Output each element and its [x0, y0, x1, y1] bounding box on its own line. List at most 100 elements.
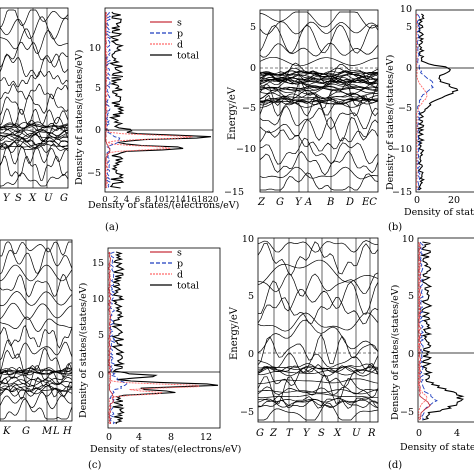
band-line [0, 379, 73, 386]
dos-curves-d [417, 241, 474, 421]
dos-curves-c [108, 251, 220, 425]
dos-a-xticks: 0 2 4 6 8 10 12 14 16 18 20 [102, 195, 218, 205]
band-line [259, 137, 379, 165]
band-lines-b [259, 11, 379, 191]
dos-d: −5 0 5 10 0 4 Density of states/(states/… [388, 234, 474, 471]
dos-xlabel-a: Density of states/(electrons/eV) [88, 200, 239, 211]
band-line [257, 240, 379, 253]
legend-label-d: d [177, 40, 183, 51]
band-line [0, 93, 69, 116]
band-line [257, 365, 379, 374]
band-line [0, 347, 73, 378]
band-line [259, 105, 379, 131]
band-line [0, 127, 69, 134]
band-line [0, 143, 69, 148]
band-line [257, 319, 379, 353]
kpoint-label: Y [3, 193, 11, 204]
band-line [257, 333, 379, 366]
legend-label-total: total [177, 51, 199, 62]
panel-label-a: (a) [105, 222, 119, 233]
band-line [0, 385, 73, 395]
kpoint-label: K [2, 426, 11, 437]
band-line [0, 140, 68, 150]
band-line [0, 16, 69, 40]
band-line [0, 131, 69, 142]
panel-d: −5 0 5 10 Energy/eV G Z T Y S X U R −5 0… [229, 234, 474, 471]
band-line [0, 339, 73, 361]
band-line [259, 83, 379, 91]
band-line [257, 393, 378, 399]
band-line [0, 83, 69, 100]
panel-a: Y S X U G Density of states/(states/eV) … [0, 7, 239, 233]
band-line [0, 28, 69, 55]
band-line [257, 241, 379, 276]
xtick: 4 [136, 432, 142, 443]
kpoint-label: L [52, 426, 60, 437]
band-line [0, 384, 73, 393]
kpoint-label: Z [269, 428, 278, 439]
xtick: 14 [175, 195, 186, 205]
kpoint-label: S [15, 193, 22, 204]
kpoint-label: S [318, 428, 325, 439]
ytick: 0 [406, 63, 412, 74]
ytick: 0 [95, 125, 101, 136]
band-line [0, 70, 69, 88]
kpoint-label: Y [303, 428, 311, 439]
ytick: 15 [92, 258, 104, 269]
band-line [259, 42, 379, 58]
dos-c: 0 5 10 15 0 4 8 12 Density of states/(st… [78, 248, 241, 472]
dos-curves-b [415, 13, 474, 191]
dos-xlabel-d: Density of states/ [400, 442, 474, 453]
total-curve [108, 11, 212, 189]
band-line [257, 374, 379, 404]
band-line [259, 70, 379, 80]
xtick: 12 [164, 195, 175, 205]
band-line [0, 9, 69, 28]
band-line [259, 86, 378, 91]
kpoint-label: D [345, 197, 354, 208]
band-line [259, 94, 379, 117]
kpoint-label: U [44, 193, 53, 204]
legend-label-total: total [177, 281, 199, 292]
kpoint-label: G [60, 193, 68, 204]
band-line [0, 123, 69, 129]
panel-b: −15 −10 −5 0 5 Energy/eV Z G Y A B D EC … [224, 4, 474, 233]
band-line [257, 297, 379, 325]
legend-label-p: p [177, 29, 183, 40]
legend-label-p: p [177, 259, 183, 270]
kpoint-label: EC [361, 197, 377, 208]
d-curve [417, 241, 428, 421]
band-line [0, 369, 73, 375]
xtick: 8 [145, 195, 150, 205]
band-line [0, 383, 73, 389]
band-line [0, 172, 69, 187]
xtick: 0 [106, 432, 112, 443]
ytick: −5 [398, 103, 412, 114]
ytick: 5 [248, 291, 254, 302]
band-line [259, 78, 379, 84]
kpoint-label: R [367, 428, 376, 439]
dos-ylabel-c: Density of states/(states/eV) [78, 283, 89, 418]
band-line [257, 378, 379, 384]
band-line [0, 53, 69, 78]
dos-ylabel-b: Density of states/(states/eV) [385, 55, 396, 190]
s-curve [108, 251, 115, 425]
ytick: 0 [250, 63, 256, 74]
legend-label-d: d [177, 270, 183, 281]
band-structure-d: −5 0 5 10 Energy/eV G Z T Y S X U R [229, 234, 379, 439]
ytick: −10 [236, 144, 256, 155]
ytick: 5 [250, 22, 256, 33]
band-line [259, 98, 379, 108]
xtick: 0 [102, 195, 107, 205]
kpoint-label: Z [257, 197, 266, 208]
ytick: −15 [392, 187, 412, 198]
band-line [259, 97, 379, 105]
ytick: 5 [406, 22, 412, 33]
band-line [0, 273, 73, 298]
dos-xlabel-b: Density of states/ [404, 207, 474, 218]
total-curve [111, 251, 219, 425]
kpoint-label: Y [295, 197, 303, 208]
kpoint-label: G [256, 428, 264, 439]
kpoint-label: A [304, 197, 312, 208]
